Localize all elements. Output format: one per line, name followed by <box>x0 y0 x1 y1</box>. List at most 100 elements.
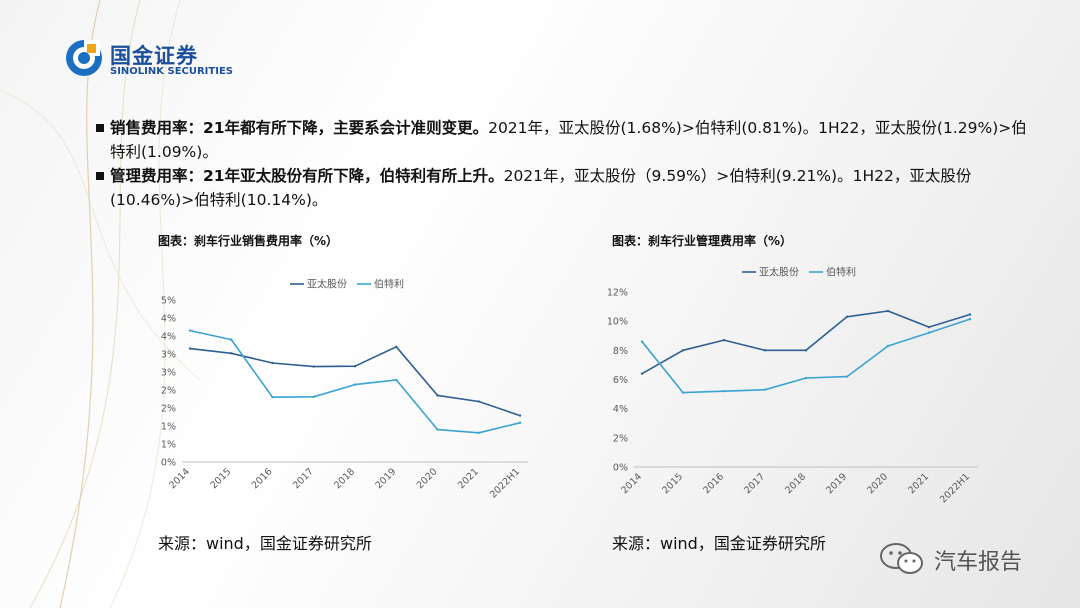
x-tick-label: 2017 <box>291 466 316 491</box>
data-point <box>845 315 849 318</box>
data-point <box>353 383 357 386</box>
x-tick-label: 2019 <box>373 466 398 491</box>
data-point <box>968 317 972 321</box>
y-tick-label: 3% <box>161 368 176 379</box>
bullet-heading: 销售费用率：21年都有所下降，主要系会计准则变更。 <box>110 119 489 137</box>
data-point <box>763 349 767 352</box>
chart-title-admin: 图表：刹车行业管理费用率（%） <box>612 234 793 248</box>
data-point <box>518 421 522 424</box>
source-note-left: 来源：wind，国金证券研究所 <box>158 534 372 553</box>
bullet-selling-expense: 销售费用率：21年都有所下降，主要系会计准则变更。2021年，亚太股份(1.68… <box>96 116 1031 164</box>
data-point <box>436 428 439 431</box>
x-tick-label: 2018 <box>332 466 357 491</box>
x-tick-label: 2015 <box>208 466 233 491</box>
wechat-watermark: 汽车报告 <box>878 540 1058 580</box>
data-point <box>271 361 274 365</box>
series-line-2 <box>641 318 971 394</box>
data-point <box>436 394 439 397</box>
data-point <box>722 389 726 393</box>
bullet-square-icon <box>96 172 104 180</box>
y-tick-label: 2% <box>161 404 176 415</box>
bullet-text: 2021年，亚太股份(1.68%)>伯特利(0.81%)。1H22，亚太股份(1… <box>110 119 1027 161</box>
data-point <box>845 375 849 378</box>
y-tick-label: 5% <box>161 296 176 307</box>
y-tick-label: 8% <box>613 346 628 357</box>
logo-name-en: SINOLINK SECURITIES <box>110 66 233 77</box>
data-point <box>927 331 931 334</box>
series-line-2 <box>189 329 521 434</box>
y-tick-label: 6% <box>613 375 628 386</box>
data-point <box>640 372 644 375</box>
y-tick-label: 0% <box>161 458 176 469</box>
data-point <box>477 431 480 435</box>
data-point <box>681 349 685 352</box>
chart-title-selling: 图表：刹车行业销售费用率（%） <box>158 234 339 248</box>
legend-label: 伯特利 <box>374 278 404 291</box>
chart-admin-expense: 0% 2% 4% 6% 8% 10% 12% 2014 2015 2016 2017 2018 2019… <box>607 266 978 506</box>
x-tick-label: 2022H1 <box>488 466 522 500</box>
data-point <box>640 340 644 343</box>
data-point <box>681 391 685 394</box>
data-point <box>804 349 808 352</box>
data-point <box>886 344 890 348</box>
x-tick-label: 2021 <box>456 466 481 491</box>
data-point <box>477 400 480 403</box>
x-tick-label: 2017 <box>742 471 767 496</box>
data-point <box>804 376 808 380</box>
data-point <box>312 365 315 368</box>
y-tick-label: 4% <box>161 314 176 325</box>
data-point <box>312 395 315 399</box>
y-tick-label: 4% <box>613 404 628 415</box>
data-point <box>968 313 972 316</box>
bullet-heading: 管理费用率：21年亚太股份有所下降，伯特利有所上升。 <box>110 167 504 185</box>
data-point <box>188 329 192 332</box>
wechat-icon <box>880 543 923 574</box>
data-point <box>763 388 767 391</box>
summary-bullets: 销售费用率：21年都有所下降，主要系会计准则变更。2021年，亚太股份(1.68… <box>96 116 1031 212</box>
data-point <box>353 365 357 368</box>
data-point <box>722 338 726 342</box>
series-line-1 <box>189 346 521 417</box>
x-tick-label: 2021 <box>906 471 931 496</box>
bullet-text: 2021年，亚太股份（9.59%）>伯特利(9.21%)。1H22，亚太股份(1… <box>110 167 972 209</box>
y-tick-label: 0% <box>613 463 628 474</box>
y-tick-label: 12% <box>607 288 628 299</box>
x-tick-label: 2016 <box>701 471 726 496</box>
data-point <box>395 378 398 382</box>
data-point <box>230 338 233 341</box>
x-tick-label: 2014 <box>167 466 192 491</box>
x-tick-label: 2016 <box>250 466 275 491</box>
series-line-1 <box>641 310 971 375</box>
data-point <box>395 345 398 348</box>
y-tick-label: 1% <box>161 440 176 451</box>
y-tick-label: 2% <box>161 386 176 397</box>
y-tick-label: 10% <box>607 317 628 328</box>
brand-logo: 国金证券 SINOLINK SECURITIES <box>64 38 254 82</box>
chart-selling-expense: 0% 1% 1% 2% 2% 3% 3% 4% 4% 5% 2014 2015 2016 2017 2018… <box>161 278 528 501</box>
legend-label: 亚太股份 <box>307 278 347 291</box>
x-tick-label: 2020 <box>415 466 440 491</box>
x-tick-label: 2020 <box>865 471 890 496</box>
y-tick-label: 2% <box>613 433 628 444</box>
source-note-right: 来源：wind，国金证券研究所 <box>612 534 826 553</box>
y-tick-label: 3% <box>161 350 176 361</box>
x-tick-label: 2019 <box>824 471 849 496</box>
data-point <box>886 309 890 313</box>
x-tick-label: 2022H1 <box>938 471 972 505</box>
logo-globe-icon <box>66 40 102 76</box>
data-point <box>188 347 192 350</box>
x-tick-label: 2018 <box>783 471 808 496</box>
x-tick-label: 2014 <box>619 471 644 496</box>
data-point <box>271 396 274 399</box>
data-point <box>230 352 233 355</box>
legend-label: 伯特利 <box>826 266 856 279</box>
x-tick-label: 2015 <box>660 471 685 496</box>
legend-label: 亚太股份 <box>759 266 799 279</box>
logo-name-cn: 国金证券 <box>110 44 198 68</box>
bullet-square-icon <box>96 124 104 132</box>
watermark-text: 汽车报告 <box>934 550 1023 575</box>
y-tick-label: 1% <box>161 422 176 433</box>
bullet-admin-expense: 管理费用率：21年亚太股份有所下降，伯特利有所上升。2021年，亚太股份（9.5… <box>96 164 1031 212</box>
data-point <box>518 414 522 417</box>
data-point <box>927 325 931 329</box>
